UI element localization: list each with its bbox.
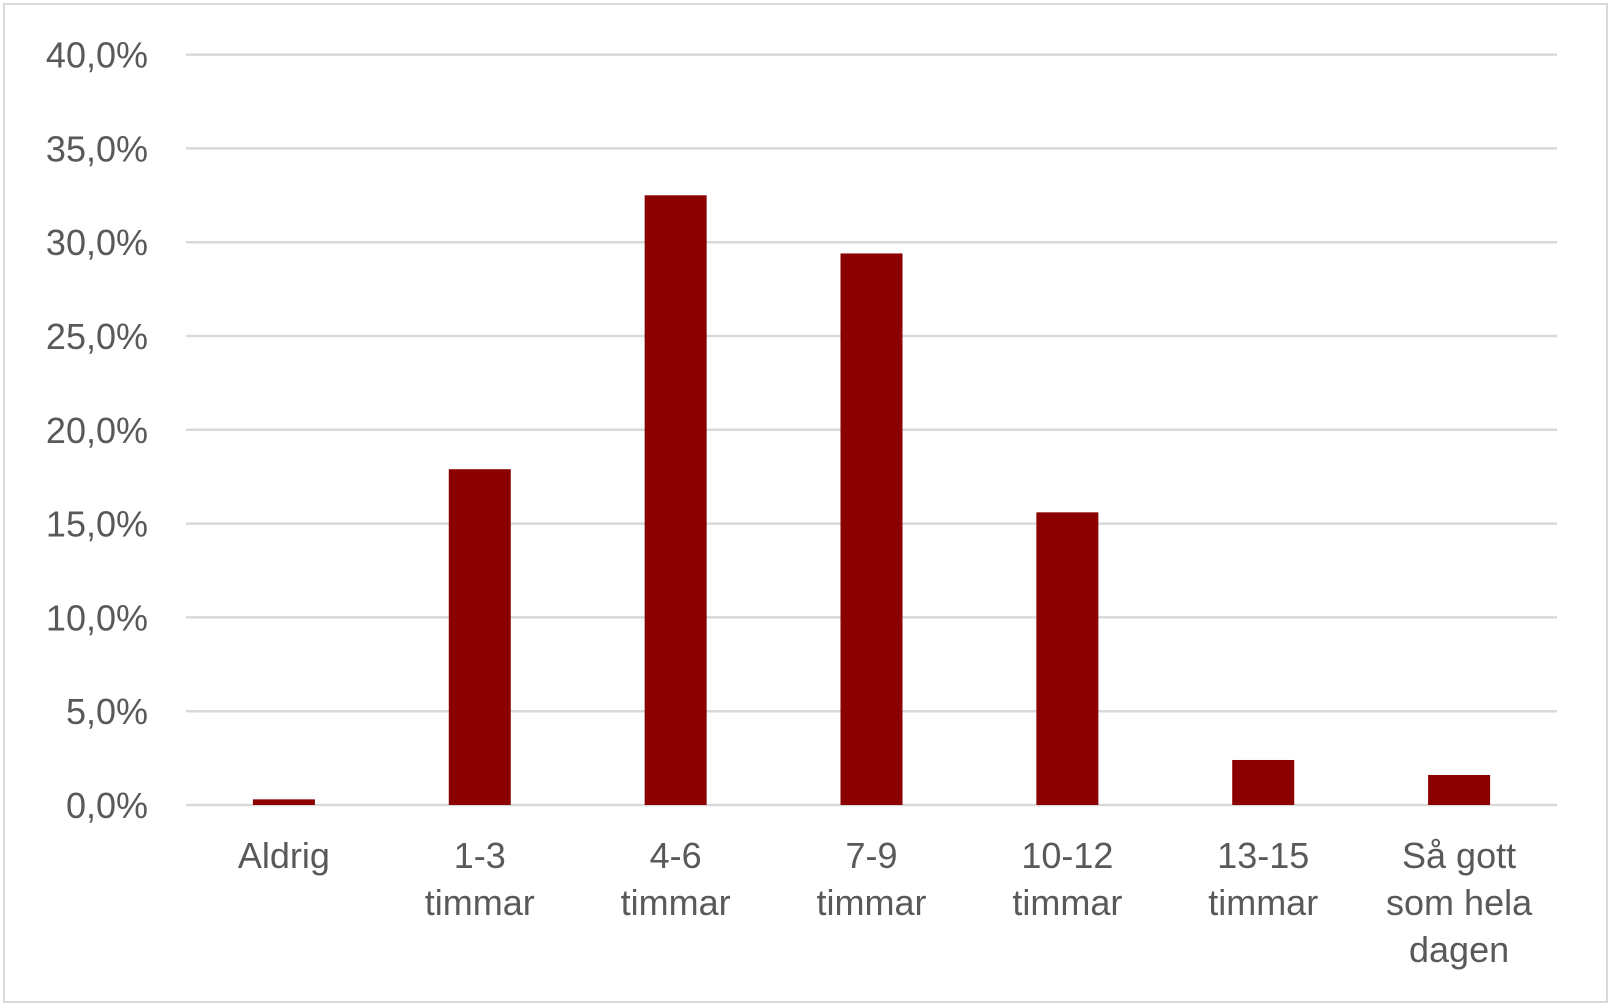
x-tick-label-line: timmar	[621, 882, 731, 923]
x-tick-label-line: 7-9	[845, 835, 897, 876]
bar	[840, 253, 903, 805]
x-tick-label: 1-3 timmar	[425, 835, 535, 923]
x-axis-tick-labels: Aldrig 1-3 timmar 4-6 timmar 7-9 timmar 10-12 ti…	[238, 835, 1533, 970]
y-tick-label: 40,0%	[46, 35, 148, 76]
x-tick-label-line: timmar	[817, 882, 927, 923]
x-tick-label-line: som hela	[1386, 882, 1533, 923]
x-tick-label-line: Så gott	[1402, 835, 1516, 876]
x-tick-label: 4-6 timmar	[621, 835, 731, 923]
bar	[1428, 774, 1491, 805]
x-tick-label-line: timmar	[1208, 882, 1318, 923]
y-tick-label: 35,0%	[46, 128, 148, 169]
gridlines	[186, 53, 1557, 807]
x-tick-label: 13-15 timmar	[1208, 835, 1318, 923]
bar	[1232, 759, 1295, 805]
y-tick-label: 5,0%	[66, 691, 148, 732]
x-tick-label-line: Aldrig	[238, 835, 330, 876]
x-tick-label-line: 10-12	[1021, 835, 1113, 876]
x-tick-label: 7-9 timmar	[817, 835, 927, 923]
x-tick-label: Aldrig	[238, 835, 330, 876]
x-tick-label-line: timmar	[1012, 882, 1122, 923]
y-tick-label: 25,0%	[46, 316, 148, 357]
chart-frame	[3, 3, 1608, 1003]
y-tick-label: 10,0%	[46, 597, 148, 638]
y-axis-tick-labels: 0,0% 5,0% 10,0% 15,0% 20,0% 25,0% 30,0% 35,0% 40…	[46, 35, 148, 826]
x-tick-label-line: 13-15	[1217, 835, 1309, 876]
bars	[252, 195, 1491, 806]
y-tick-label: 20,0%	[46, 410, 148, 451]
x-tick-label: Så gott som hela dagen	[1386, 835, 1533, 970]
bar	[252, 799, 315, 805]
y-tick-label: 15,0%	[46, 504, 148, 545]
x-tick-label-line: 1-3	[454, 835, 506, 876]
x-tick-label: 10-12 timmar	[1012, 835, 1122, 923]
x-tick-label-line: dagen	[1409, 929, 1509, 970]
x-tick-label-line: 4-6	[650, 835, 702, 876]
bar	[1036, 512, 1099, 805]
bar	[644, 195, 707, 806]
y-tick-label: 30,0%	[46, 222, 148, 263]
y-tick-label: 0,0%	[66, 785, 148, 826]
bar	[448, 469, 511, 805]
x-tick-label-line: timmar	[425, 882, 535, 923]
